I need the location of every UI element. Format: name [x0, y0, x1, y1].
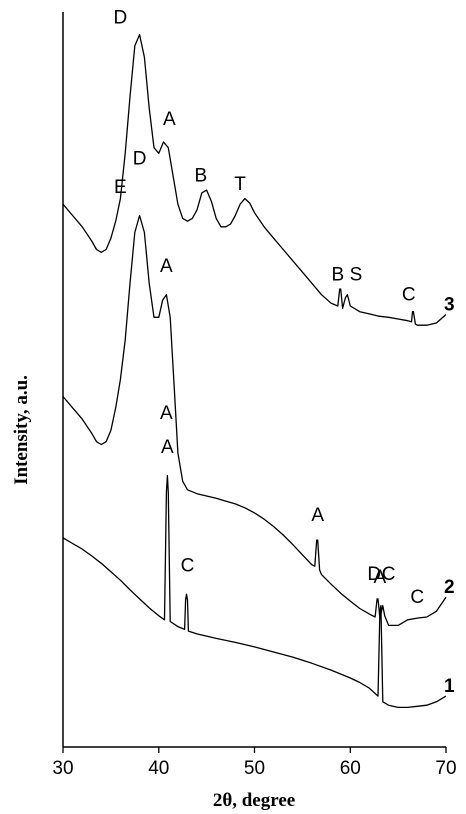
series-layer — [62, 33, 447, 709]
x-tick-label-70: 70 — [435, 758, 456, 779]
x-tick-label-30: 30 — [52, 758, 73, 779]
peak-label-2-7: C — [410, 587, 424, 608]
peak-label-2-5: D — [367, 564, 381, 585]
peak-label-1-0: A — [161, 437, 174, 458]
peak-label-3-4: B — [331, 265, 344, 286]
peak-label-2-1: D — [133, 149, 147, 170]
x-tick-label-50: 50 — [244, 758, 265, 779]
series-line-2 — [62, 214, 447, 627]
curve-label-2: 2 — [444, 577, 455, 598]
x-tick-layer: 30 40 50 60 70 — [52, 747, 457, 779]
curve-label-1: 1 — [444, 676, 455, 697]
x-tick-label-60: 60 — [340, 758, 361, 779]
peak-label-3-6: C — [402, 284, 416, 305]
peak-label-3-1: A — [163, 109, 176, 130]
x-axis-title: 2θ, degree — [213, 790, 295, 811]
curve-label-3: 3 — [444, 295, 455, 316]
peak-label-3-2: B — [195, 166, 208, 187]
x-tick-label-40: 40 — [148, 758, 169, 779]
peak-label-3-0: D — [114, 7, 128, 28]
series-line-3 — [62, 33, 447, 326]
peak-label-1-2: A — [374, 567, 387, 588]
peak-label-2-4: A — [311, 505, 324, 526]
peak-label-2-0: E — [114, 177, 127, 198]
y-axis-title: Intensity, a.u. — [11, 375, 32, 485]
peak-label-3-3: T — [234, 174, 246, 195]
peak-label-1-1: C — [181, 556, 195, 577]
peak-label-3-5: S — [350, 265, 363, 286]
peak-label-2-6: C — [382, 564, 396, 585]
series-line-1 — [62, 474, 447, 709]
peak-label-2-2: A — [160, 256, 173, 277]
peak-label-2-3: A — [160, 403, 173, 424]
